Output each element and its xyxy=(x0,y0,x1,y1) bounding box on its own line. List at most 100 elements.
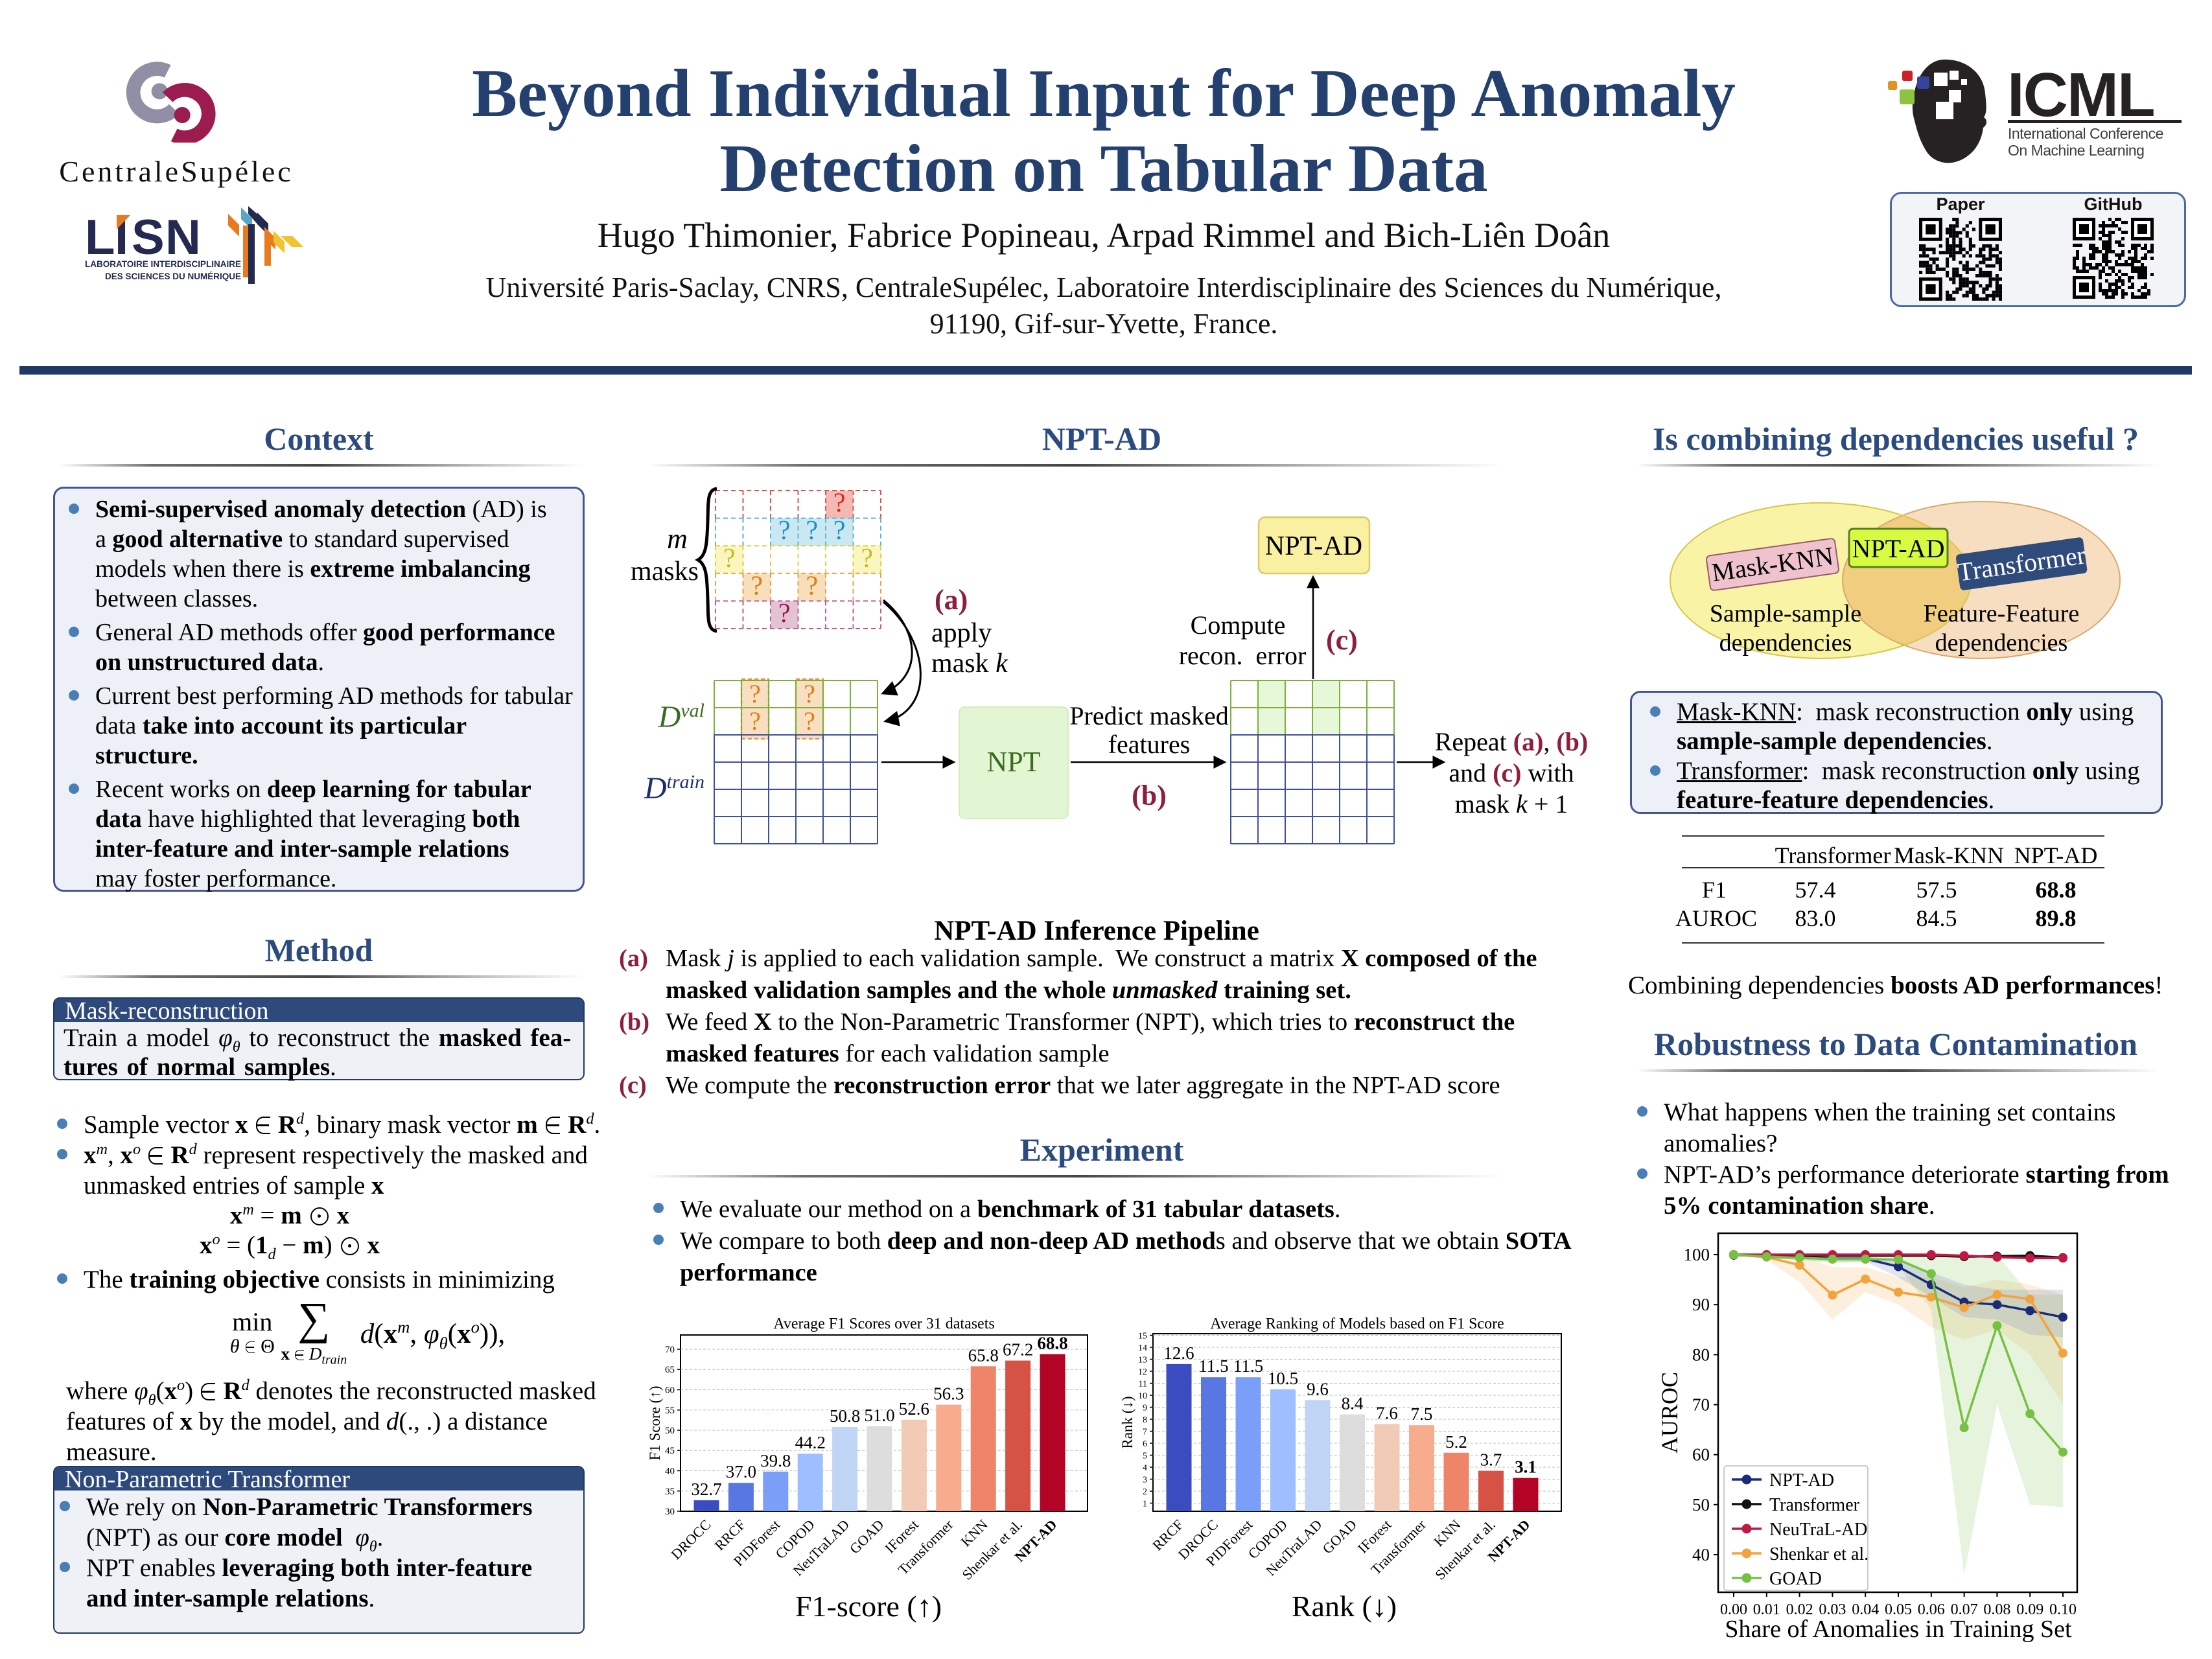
svg-text:Dtrain: Dtrain xyxy=(644,771,704,806)
svg-text:m: m xyxy=(667,523,688,555)
svg-text:3.1: 3.1 xyxy=(1515,1457,1537,1477)
svg-text:?: ? xyxy=(778,599,791,629)
svg-text:S: S xyxy=(132,210,165,265)
svg-text:Rank (↓): Rank (↓) xyxy=(1119,1396,1135,1448)
svg-text:2: 2 xyxy=(1143,1487,1147,1497)
svg-text:?: ? xyxy=(861,544,873,574)
svg-text:(c): (c) xyxy=(1326,624,1358,656)
svg-text:3.7: 3.7 xyxy=(1480,1450,1502,1470)
svg-text:masks: masks xyxy=(631,557,699,586)
svg-text:45: 45 xyxy=(665,1446,675,1456)
svg-text:4: 4 xyxy=(1143,1463,1147,1473)
svg-text:L: L xyxy=(85,210,114,265)
svg-text:32.7: 32.7 xyxy=(691,1479,721,1499)
svg-text:10.5: 10.5 xyxy=(1268,1369,1298,1388)
svg-text:Sample-sample: Sample-sample xyxy=(1710,600,1861,627)
svg-text:0.08: 0.08 xyxy=(1983,1601,2010,1618)
svg-text:40: 40 xyxy=(1692,1545,1710,1564)
svg-text:NPT-AD: NPT-AD xyxy=(1769,1470,1834,1491)
svg-text:70: 70 xyxy=(1692,1395,1710,1415)
svg-text:56.3: 56.3 xyxy=(933,1384,964,1404)
svg-text:1: 1 xyxy=(1143,1500,1147,1509)
svg-text:0.06: 0.06 xyxy=(1918,1601,1945,1618)
svg-text:DES SCIENCES DU NUMÉRIQUE: DES SCIENCES DU NUMÉRIQUE xyxy=(105,272,241,281)
svg-text:N: N xyxy=(165,210,201,265)
svg-text:Share of Anomalies in Training: Share of Anomalies in Training Set xyxy=(1725,1616,2072,1643)
svg-text:14: 14 xyxy=(1138,1343,1147,1353)
svg-text:NPT: NPT xyxy=(986,746,1040,778)
svg-text:?: ? xyxy=(833,516,846,546)
svg-text:11.5: 11.5 xyxy=(1233,1356,1263,1376)
svg-text:5.2: 5.2 xyxy=(1445,1432,1467,1452)
svg-text:0.05: 0.05 xyxy=(1885,1601,1912,1618)
svg-text:F1-score (↑): F1-score (↑) xyxy=(795,1590,942,1623)
svg-text:12.6: 12.6 xyxy=(1163,1343,1194,1363)
svg-text:9: 9 xyxy=(1143,1404,1147,1413)
svg-text:35: 35 xyxy=(665,1487,675,1497)
svg-text:60: 60 xyxy=(1692,1445,1710,1465)
svg-text:Feature-Feature: Feature-Feature xyxy=(1924,600,2080,627)
svg-text:NPT-AD Inference Pipeline: NPT-AD Inference Pipeline xyxy=(934,916,1259,946)
svg-text:?: ? xyxy=(806,571,818,601)
svg-text:and (c) with: and (c) with xyxy=(1449,758,1574,787)
svg-text:On Machine Learning: On Machine Learning xyxy=(2008,142,2144,159)
svg-text:(a): (a) xyxy=(935,584,968,616)
svg-text:7.6: 7.6 xyxy=(1376,1403,1398,1422)
svg-text:60: 60 xyxy=(665,1386,675,1396)
svg-text:AUROC: AUROC xyxy=(1659,1372,1682,1454)
svg-text:F1 Score (↑): F1 Score (↑) xyxy=(647,1386,663,1461)
svg-text:5: 5 xyxy=(1143,1452,1147,1461)
svg-text:12: 12 xyxy=(1138,1367,1147,1377)
svg-text:features: features xyxy=(1108,730,1191,759)
svg-text:39.8: 39.8 xyxy=(760,1451,791,1470)
svg-text:?: ? xyxy=(751,571,763,601)
svg-text:0.09: 0.09 xyxy=(2016,1601,2043,1618)
svg-text:GOAD: GOAD xyxy=(1769,1569,1822,1589)
svg-text:7: 7 xyxy=(1143,1428,1147,1437)
svg-text:?: ? xyxy=(749,679,761,708)
svg-text:mask k + 1: mask k + 1 xyxy=(1455,789,1568,818)
svg-text:8: 8 xyxy=(1143,1415,1147,1425)
svg-text:recon. error: recon. error xyxy=(1179,641,1307,670)
svg-text:50: 50 xyxy=(665,1426,675,1436)
svg-text:ICML: ICML xyxy=(2007,60,2154,130)
svg-text:7.5: 7.5 xyxy=(1411,1404,1433,1424)
svg-text:11: 11 xyxy=(1139,1380,1147,1389)
svg-text:LABORATOIRE INTERDISCIPLINAIRE: LABORATOIRE INTERDISCIPLINAIRE xyxy=(85,259,241,269)
svg-text:GOAD: GOAD xyxy=(1319,1516,1360,1557)
svg-text:65: 65 xyxy=(665,1365,675,1375)
svg-text:0.02: 0.02 xyxy=(1786,1601,1813,1618)
svg-text:(b): (b) xyxy=(1132,780,1167,811)
svg-text:9.6: 9.6 xyxy=(1307,1379,1329,1398)
svg-text:Average F1 Scores over 31 data: Average F1 Scores over 31 datasets xyxy=(773,1316,994,1332)
svg-text:65.8: 65.8 xyxy=(968,1345,999,1365)
svg-text:Predict masked: Predict masked xyxy=(1069,701,1229,730)
svg-text:3: 3 xyxy=(1143,1476,1147,1485)
svg-text:?: ? xyxy=(723,544,736,574)
svg-text:Repeat (a), (b): Repeat (a), (b) xyxy=(1435,727,1589,756)
svg-text:?: ? xyxy=(804,679,815,708)
svg-text:Average Ranking of Models base: Average Ranking of Models based on F1 Sc… xyxy=(1210,1316,1504,1332)
svg-text:Rank (↓): Rank (↓) xyxy=(1292,1590,1397,1623)
svg-text:52.6: 52.6 xyxy=(899,1399,929,1419)
svg-text:11.5: 11.5 xyxy=(1198,1356,1228,1376)
svg-text:Dval: Dval xyxy=(658,700,704,734)
svg-text:NPT-AD: NPT-AD xyxy=(1265,531,1362,561)
svg-text:NeuTraL-AD: NeuTraL-AD xyxy=(1769,1520,1867,1540)
svg-text:0.01: 0.01 xyxy=(1753,1601,1780,1618)
svg-text:0.00: 0.00 xyxy=(1720,1601,1747,1618)
svg-text:37.0: 37.0 xyxy=(726,1462,756,1481)
svg-text:NPT-AD: NPT-AD xyxy=(1852,534,1945,563)
svg-text:13: 13 xyxy=(1138,1356,1147,1365)
svg-text:dependencies: dependencies xyxy=(1935,629,2068,656)
svg-text:67.2: 67.2 xyxy=(1003,1340,1033,1360)
svg-text:?: ? xyxy=(833,489,846,518)
svg-text:70: 70 xyxy=(665,1345,675,1355)
svg-text:DROCC: DROCC xyxy=(668,1516,714,1562)
svg-text:dependencies: dependencies xyxy=(1719,629,1852,656)
svg-text:51.0: 51.0 xyxy=(864,1406,894,1425)
svg-text:100: 100 xyxy=(1684,1245,1710,1264)
svg-text:6: 6 xyxy=(1143,1439,1147,1449)
svg-text:GOAD: GOAD xyxy=(846,1516,887,1557)
svg-text:15: 15 xyxy=(1138,1332,1147,1341)
